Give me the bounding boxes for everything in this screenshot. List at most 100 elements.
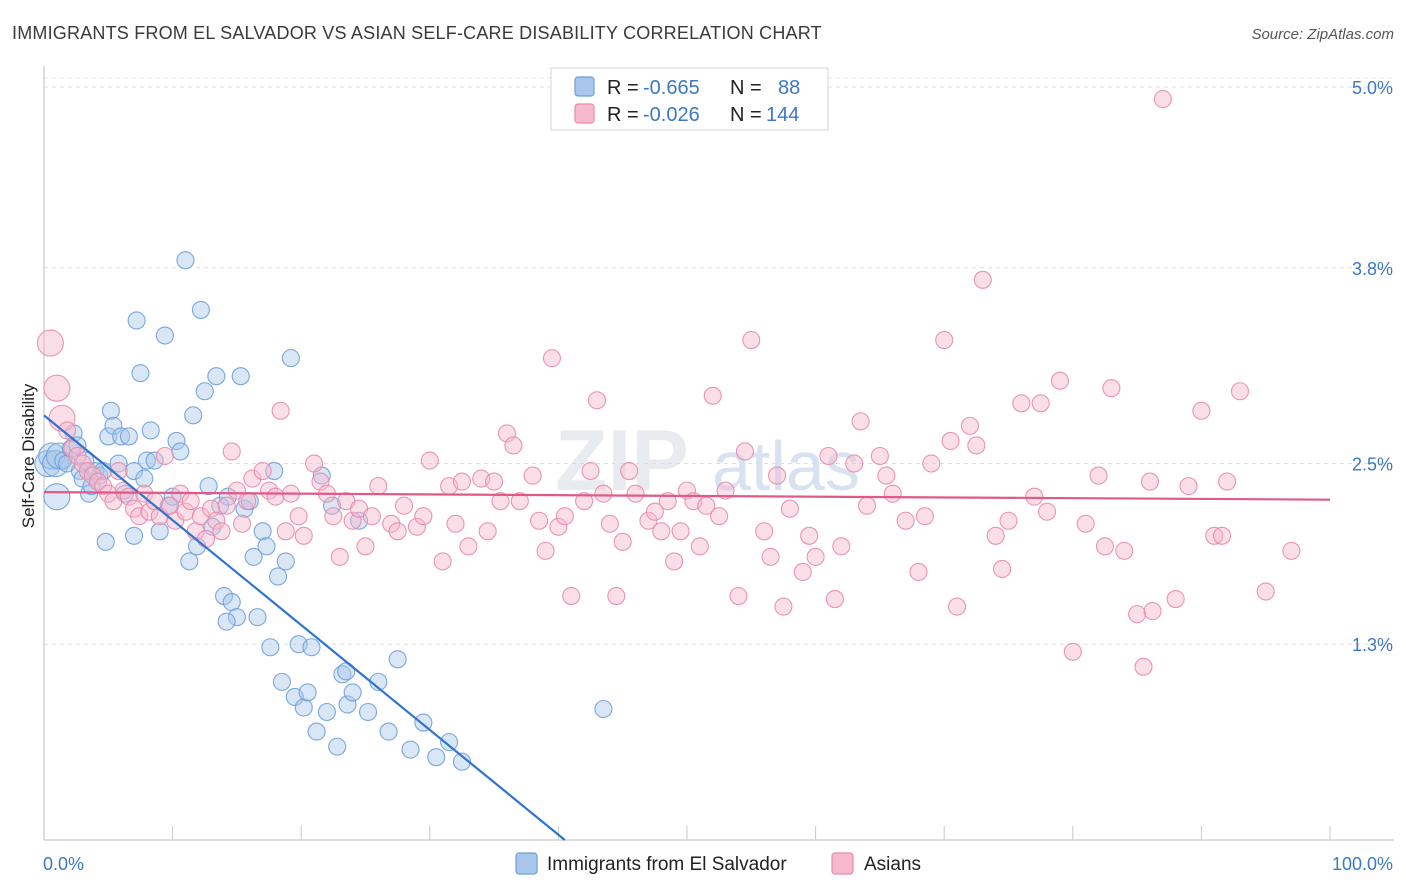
- legend-swatch-asians: [574, 103, 595, 124]
- point-asians: [1179, 477, 1198, 496]
- series-legend: Immigrants from El Salvador Asians: [515, 852, 921, 875]
- point-el-salvador: [180, 552, 199, 571]
- point-asians: [1025, 487, 1044, 506]
- point-el-salvador: [155, 326, 174, 345]
- axes: [43, 66, 1394, 841]
- point-asians: [665, 552, 684, 571]
- point-asians: [294, 526, 313, 545]
- point-el-salvador: [298, 683, 317, 702]
- point-asians: [774, 597, 793, 616]
- point-el-salvador: [261, 638, 280, 657]
- point-el-salvador: [253, 522, 272, 541]
- point-el-salvador: [302, 638, 321, 657]
- point-el-salvador: [124, 462, 144, 481]
- legend-swatch-el-salvador: [574, 76, 595, 97]
- point-asians: [1166, 590, 1185, 609]
- point-asians: [1205, 526, 1224, 545]
- point-asians: [793, 562, 812, 582]
- point-asians: [232, 514, 252, 533]
- point-el-salvador: [328, 737, 347, 756]
- point-asians: [181, 492, 200, 511]
- point-asians: [575, 492, 594, 511]
- point-asians: [452, 472, 472, 491]
- legend-n-label-0: N =: [730, 77, 762, 99]
- svg-text:atlas: atlas: [712, 427, 860, 505]
- point-asians: [43, 374, 71, 402]
- point-el-salvador: [207, 367, 226, 386]
- point-el-salvador: [45, 442, 73, 470]
- point-asians: [915, 507, 934, 526]
- point-el-salvador: [119, 427, 138, 446]
- point-asians: [973, 270, 992, 289]
- point-asians: [420, 451, 439, 470]
- point-asians: [639, 511, 658, 530]
- point-asians: [305, 454, 324, 473]
- point-asians: [1143, 602, 1162, 621]
- point-asians: [1140, 472, 1160, 491]
- point-el-salvador: [227, 608, 246, 627]
- point-asians: [993, 559, 1012, 578]
- point-asians: [935, 330, 954, 350]
- point-asians: [922, 454, 941, 473]
- point-el-salvador: [171, 442, 190, 461]
- point-el-salvador: [199, 477, 218, 496]
- x-tick-label: 100.0%: [1332, 854, 1393, 874]
- point-el-salvador: [276, 552, 295, 571]
- point-el-salvador: [338, 695, 357, 714]
- point-asians: [555, 507, 574, 526]
- point-asians: [806, 547, 825, 566]
- point-asians: [253, 462, 272, 481]
- point-asians: [549, 517, 568, 536]
- point-asians: [1128, 605, 1147, 624]
- point-asians: [767, 466, 787, 485]
- point-asians: [362, 507, 381, 526]
- point-asians: [1038, 502, 1057, 521]
- point-asians: [1230, 382, 1250, 401]
- point-asians: [202, 499, 221, 518]
- point-asians: [562, 586, 581, 606]
- point-asians: [1089, 466, 1108, 485]
- point-el-salvador: [145, 451, 164, 470]
- point-asians: [613, 532, 632, 551]
- point-asians: [414, 507, 433, 526]
- bottom-legend-swatch-el-salvador: [515, 852, 538, 875]
- point-asians: [896, 511, 915, 530]
- point-el-salvador: [244, 547, 263, 566]
- point-el-salvador: [272, 672, 291, 691]
- point-asians: [271, 401, 290, 420]
- point-el-salvador: [248, 608, 267, 627]
- point-asians: [523, 466, 542, 485]
- point-asians: [1218, 472, 1237, 491]
- point-asians: [652, 522, 671, 541]
- legend-r-value-0: -0.665: [643, 77, 700, 99]
- point-asians: [491, 492, 510, 511]
- point-asians: [716, 481, 735, 500]
- point-el-salvador: [96, 532, 115, 551]
- point-asians: [1212, 526, 1232, 545]
- point-asians: [1134, 657, 1153, 676]
- point-asians: [960, 416, 979, 435]
- point-asians: [703, 386, 722, 405]
- point-el-salvador: [112, 427, 131, 446]
- point-el-salvador: [195, 382, 214, 401]
- point-asians: [207, 511, 226, 530]
- point-asians: [697, 496, 716, 515]
- point-asians: [510, 492, 529, 511]
- point-asians: [1076, 514, 1095, 533]
- point-asians: [485, 472, 504, 491]
- point-el-salvador: [388, 650, 407, 669]
- point-asians: [330, 547, 349, 566]
- point-el-salvador: [294, 698, 313, 717]
- point-asians: [948, 597, 967, 616]
- chart-source: Source: ZipAtlas.com: [1251, 26, 1394, 43]
- point-asians: [478, 522, 497, 541]
- point-asians: [1115, 541, 1134, 560]
- y-tick-labels: 5.0% 3.8% 2.5% 1.3%: [1352, 78, 1393, 655]
- y-tick-label: 3.8%: [1352, 259, 1393, 279]
- point-asians: [276, 522, 295, 541]
- point-asians: [1256, 582, 1275, 601]
- point-asians: [986, 526, 1005, 545]
- point-asians: [536, 541, 555, 560]
- point-asians: [600, 514, 619, 533]
